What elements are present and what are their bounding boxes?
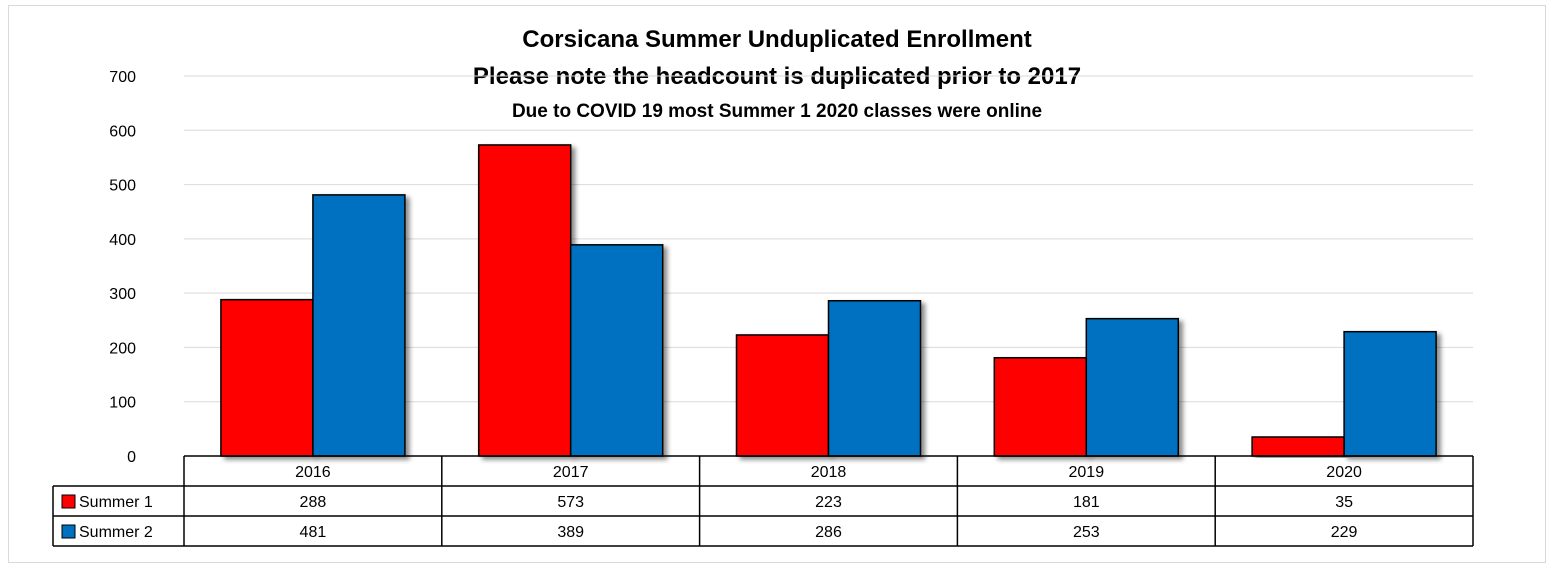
x-tick-label: 2018	[811, 464, 847, 481]
bar-summer-1-2018	[735, 334, 830, 457]
table-cell-value: 223	[815, 494, 842, 511]
bar-summer-1-2017	[477, 144, 572, 457]
table-cell-value: 481	[300, 524, 327, 541]
bar-summer-2-2020	[1343, 330, 1437, 457]
y-tick-label: 600	[109, 123, 136, 140]
table-cell-value: 573	[557, 494, 584, 511]
y-tick-label: 500	[109, 178, 136, 195]
table-cell-value: 288	[300, 494, 327, 511]
bar-summer-1-2020	[1251, 436, 1345, 457]
table-cell-value: 229	[1331, 524, 1358, 541]
legend-label: Summer 2	[79, 524, 153, 541]
x-tick-label: 2019	[1069, 464, 1105, 481]
x-tick-label: 2016	[295, 464, 331, 481]
table-cell-value: 181	[1073, 494, 1100, 511]
bar-summer-2-2018	[827, 299, 922, 457]
bar-summer-2-2016	[312, 194, 406, 457]
y-tick-label: 700	[109, 69, 136, 86]
x-tick-label: 2017	[553, 464, 589, 481]
y-tick-label: 200	[109, 340, 136, 357]
table-cell-value: 253	[1073, 524, 1100, 541]
legend-label: Summer 1	[79, 494, 153, 511]
table-cell-value: 389	[557, 524, 584, 541]
y-tick-label: 100	[109, 395, 136, 412]
x-tick-label: 2020	[1326, 464, 1362, 481]
chart-frame	[8, 5, 1546, 563]
y-tick-label: 0	[127, 449, 136, 466]
y-tick-label: 400	[109, 232, 136, 249]
legend-key-summer-1	[61, 494, 76, 509]
table-cell-value: 286	[815, 524, 842, 541]
table-cell-value: 35	[1335, 494, 1353, 511]
bar-summer-2-2019	[1085, 317, 1180, 457]
chart-title: Corsicana Summer Unduplicated Enrollment	[522, 26, 1032, 53]
legend-key-summer-2	[61, 524, 76, 539]
bar-summer-2-2017	[569, 244, 664, 457]
y-tick-label: 300	[109, 286, 136, 303]
bar-summer-1-2019	[993, 356, 1088, 457]
bar-summer-1-2016	[220, 298, 314, 457]
chart-note: Due to COVID 19 most Summer 1 2020 class…	[511, 101, 1043, 122]
